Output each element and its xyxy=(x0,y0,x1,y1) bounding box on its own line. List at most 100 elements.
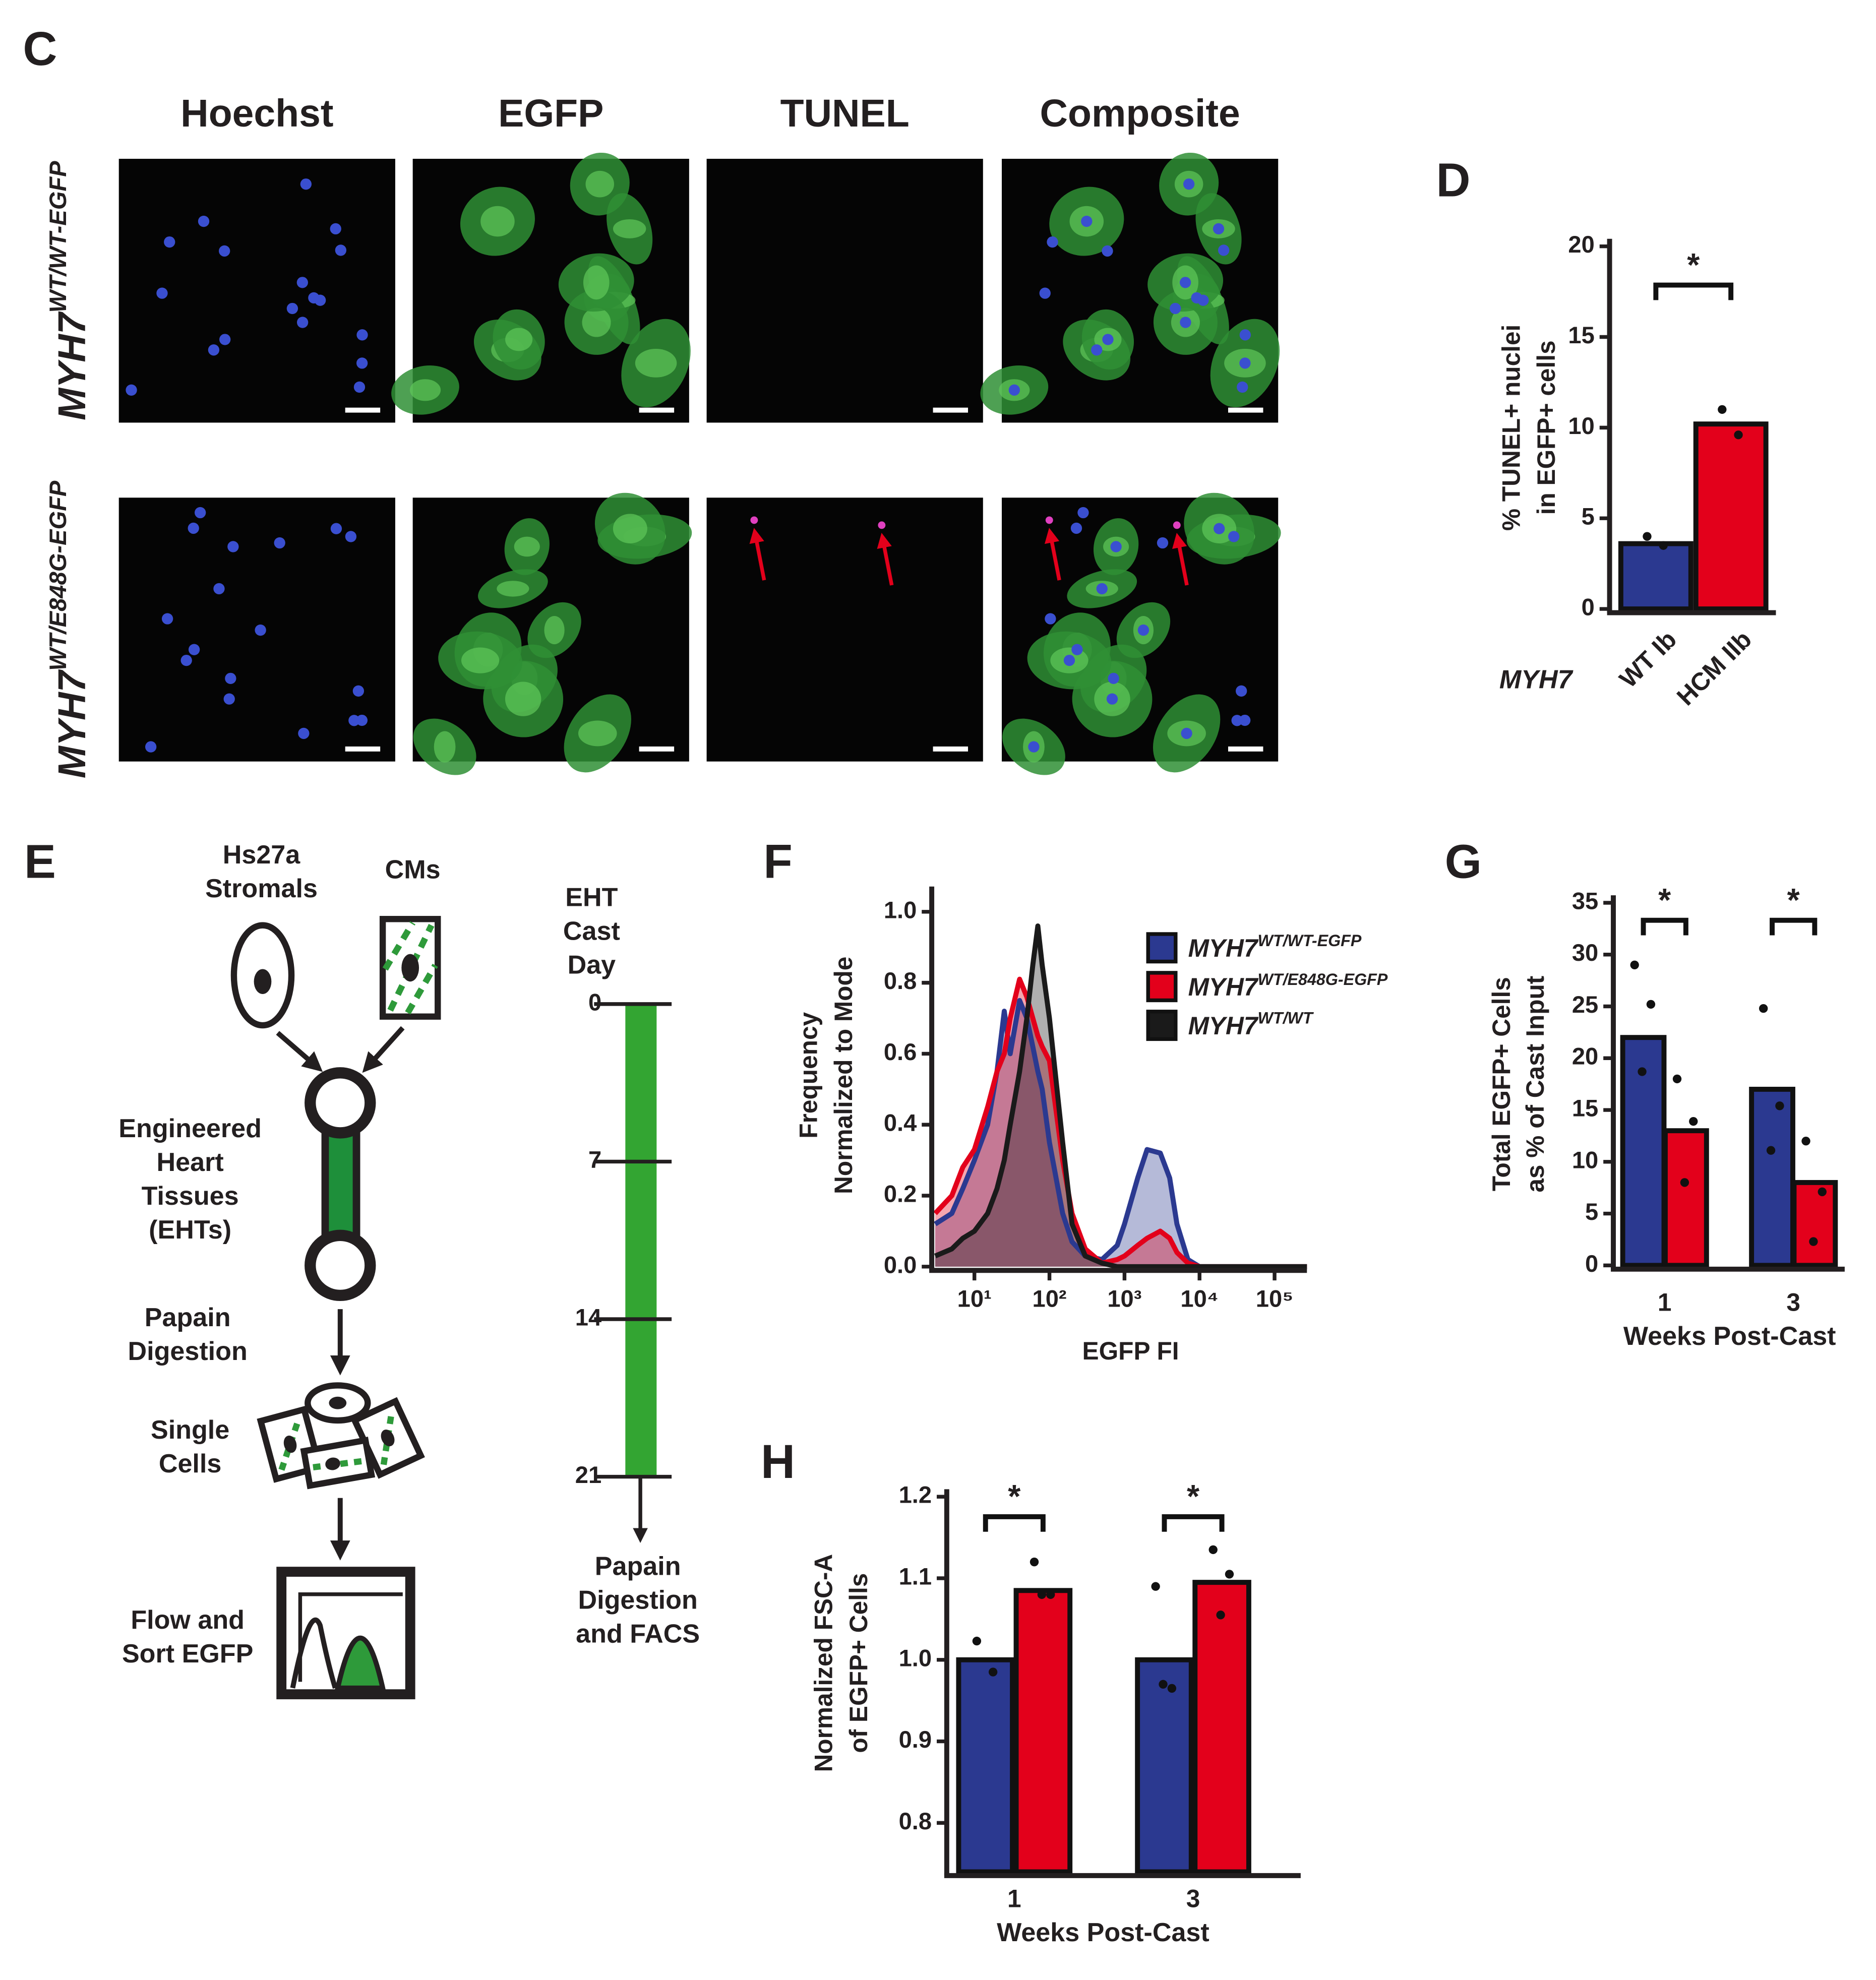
x-tick-label: 10² xyxy=(1033,1285,1067,1312)
panel-label: C xyxy=(23,22,57,75)
significance-bracket xyxy=(1641,917,1688,936)
y-tick-label: 0.9 xyxy=(899,1726,932,1753)
data-point xyxy=(1167,1684,1177,1693)
nucleus xyxy=(1197,294,1209,306)
nucleus xyxy=(330,223,341,235)
timeline-day: 21 xyxy=(575,1461,601,1488)
panel-label: F xyxy=(763,835,793,888)
y-tick-label: 1.0 xyxy=(884,896,917,923)
cell-center xyxy=(544,616,565,645)
nucleus xyxy=(156,287,168,299)
data-point xyxy=(1030,1557,1039,1567)
x-tick-label: 3 xyxy=(1786,1288,1800,1316)
y-tick-label: 5 xyxy=(1585,1198,1598,1225)
y-axis-label: Frequency xyxy=(795,1012,823,1138)
micrograph xyxy=(1002,492,1281,775)
diagram-label: Cells xyxy=(159,1449,221,1478)
diagram-label: Tissues xyxy=(142,1182,239,1211)
diagram-label: Flow and xyxy=(131,1605,245,1635)
nucleus xyxy=(213,583,225,595)
timeline-day: 7 xyxy=(588,1146,601,1173)
diagram-label: CMs xyxy=(385,855,441,885)
bar xyxy=(1749,1086,1795,1268)
data-point xyxy=(1225,1570,1234,1579)
nucleus xyxy=(1028,741,1040,753)
y-tick-label: 1.1 xyxy=(899,1563,932,1589)
legend-label: MYH7WT/WT-EGFP xyxy=(1188,931,1362,962)
legend-name: MYH7 xyxy=(1188,934,1259,962)
bar xyxy=(1192,1580,1251,1875)
x-tick-label: WT Ib xyxy=(1614,625,1682,693)
nucleus xyxy=(1157,537,1169,549)
micrograph xyxy=(391,152,691,423)
cell-center xyxy=(461,647,500,673)
data-point xyxy=(1659,541,1668,550)
diagram-label: Single xyxy=(151,1415,229,1445)
legend-label: MYH7WT/WT xyxy=(1188,1009,1314,1040)
category-axis-label: MYH7 xyxy=(1499,665,1574,695)
tunel-spot xyxy=(878,521,886,529)
y-tick-label: 1.0 xyxy=(899,1644,932,1671)
data-point xyxy=(1775,1101,1784,1110)
data-point xyxy=(1208,1545,1218,1555)
timeline-label: Papain xyxy=(595,1552,681,1581)
nucleus xyxy=(1102,245,1113,257)
diagram-label: Papain xyxy=(145,1303,231,1332)
micrograph xyxy=(412,492,692,775)
panel-label: D xyxy=(1436,154,1470,207)
nucleus xyxy=(1045,613,1056,625)
y-tick-label: 10 xyxy=(1572,1146,1598,1173)
column-header: TUNEL xyxy=(780,92,910,135)
nucleus xyxy=(219,334,231,345)
significance-label: * xyxy=(1787,882,1800,918)
nucleus xyxy=(296,277,308,288)
y-tick-label: 0.4 xyxy=(884,1109,917,1136)
nucleus xyxy=(274,537,285,549)
nucleus xyxy=(188,644,200,655)
data-point xyxy=(1801,1137,1810,1146)
nucleus xyxy=(1008,384,1020,396)
cell-center xyxy=(585,170,615,198)
nucleus xyxy=(1106,693,1118,705)
nucleus xyxy=(145,741,157,753)
cell-center xyxy=(583,265,610,300)
bar xyxy=(1618,541,1693,612)
panel-label: E xyxy=(24,835,56,888)
nucleus xyxy=(286,302,298,315)
significance-bracket xyxy=(983,1514,1046,1532)
panel-label: H xyxy=(761,1435,795,1488)
y-axis-label: % TUNEL+ nuclei xyxy=(1497,325,1526,531)
y-axis-label: Total EGFP+ Cells xyxy=(1487,977,1516,1191)
x-tick-label: 10¹ xyxy=(957,1285,992,1312)
cell-center xyxy=(514,536,540,557)
legend-label: MYH7WT/E848G-EGFP xyxy=(1188,970,1388,1001)
nucleus xyxy=(356,357,368,369)
cell-center xyxy=(613,219,646,238)
nucleus xyxy=(1096,583,1108,595)
genotype: WT/WT-EGFP xyxy=(45,161,72,313)
nucleus xyxy=(356,714,368,726)
nucleus xyxy=(219,245,230,257)
y-tick-label: 0.6 xyxy=(884,1038,917,1065)
nucleus xyxy=(1071,644,1083,655)
scale-bar xyxy=(345,407,381,413)
micrograph xyxy=(980,152,1280,423)
diagram-label: Sort EGFP xyxy=(122,1639,253,1668)
x-tick-label: 10⁴ xyxy=(1180,1285,1219,1312)
timeline-title: EHT xyxy=(565,883,618,912)
legend-swatch xyxy=(1146,971,1178,1003)
nucleus xyxy=(126,384,137,396)
micrograph xyxy=(706,498,983,762)
data-point xyxy=(1643,532,1652,541)
diagram-label: Heart xyxy=(157,1148,224,1177)
x-axis-label: Weeks Post-Cast xyxy=(1623,1322,1836,1351)
y-axis-label: Normalized FSC-A xyxy=(809,1554,837,1772)
bar xyxy=(956,1657,1015,1875)
bar xyxy=(1791,1180,1838,1268)
diagram-label: Hs27a xyxy=(223,840,300,870)
significance-bracket xyxy=(1162,1514,1225,1532)
gene-name: MYH7 xyxy=(50,311,94,420)
nucleus xyxy=(180,654,192,666)
nucleus xyxy=(300,178,312,190)
arrow xyxy=(1172,533,1189,586)
